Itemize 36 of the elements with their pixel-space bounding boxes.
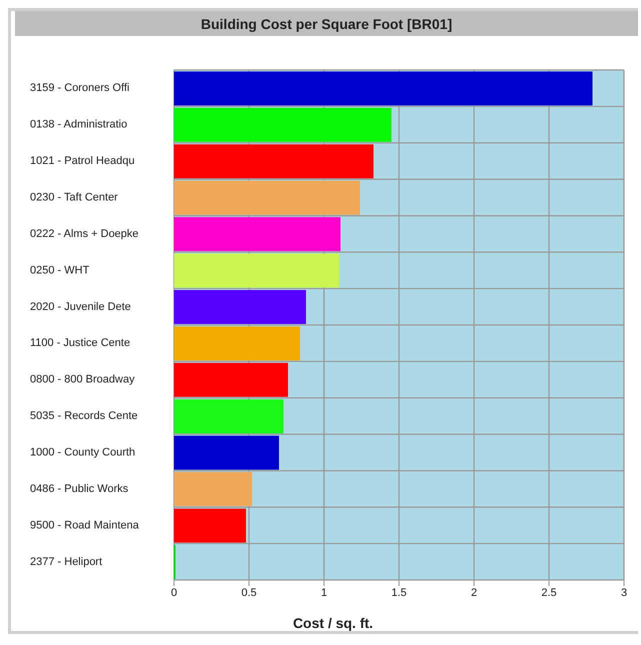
y-tick-label: 0250 - WHT	[30, 264, 90, 276]
y-tick-label: 9500 - Road Maintena	[30, 519, 140, 532]
x-tick-label: 0	[170, 586, 178, 599]
chart-title: Building Cost per Square Foot [BR01]	[15, 11, 638, 36]
bar	[174, 71, 592, 106]
x-tick-label: 2	[470, 586, 478, 599]
bar	[174, 472, 252, 506]
x-axis-title: Cost / sq. ft.	[292, 615, 374, 631]
bar	[174, 326, 300, 360]
bar	[174, 180, 360, 215]
bar	[174, 362, 288, 397]
bar	[174, 144, 374, 178]
y-tick-label: 0138 - Administratio	[30, 118, 128, 131]
bar	[174, 399, 284, 434]
y-tick-label: 0222 - Alms + Doepke	[30, 228, 139, 240]
x-tick-label: 3	[620, 586, 628, 599]
bar	[174, 108, 392, 142]
y-tick-label: 1021 - Patrol Headqu	[30, 155, 135, 168]
bar	[174, 436, 279, 470]
y-tick-label: 0230 - Taft Center	[30, 192, 118, 204]
y-tick-label: 1100 - Justice Cente	[30, 337, 130, 350]
y-tick-label: 2377 - Heliport	[30, 556, 102, 568]
y-tick-label: 5035 - Records Cente	[30, 410, 138, 422]
y-tick-label: 0486 - Public Works	[30, 482, 129, 495]
y-tick-label: 1000 - County Courth	[30, 446, 136, 458]
y-tick-label: 0800 - 800 Broadway	[30, 374, 136, 386]
bar	[174, 254, 339, 288]
y-tick-label: 2020 - Juvenile Dete	[30, 300, 131, 313]
bar	[174, 290, 306, 324]
y-tick-label: 3159 - Coroners Offi	[30, 82, 130, 94]
bar	[174, 508, 246, 543]
x-tick-label: 1.5	[391, 586, 407, 599]
x-tick-label: 0.5	[241, 586, 257, 599]
bar	[174, 217, 340, 252]
x-tick-label: 1	[320, 586, 328, 599]
x-tick-label: 2.5	[541, 586, 557, 599]
